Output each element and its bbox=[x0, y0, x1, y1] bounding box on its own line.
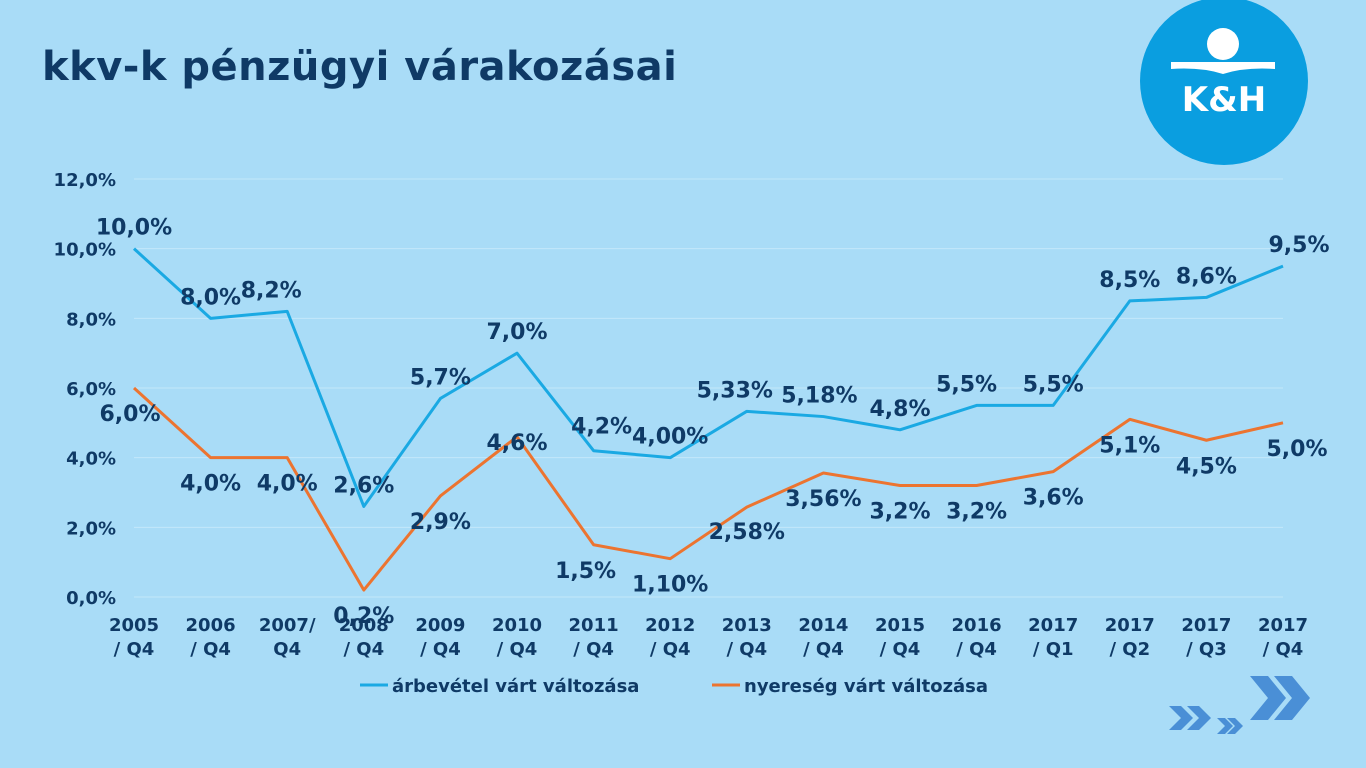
y-tick-label: 0,0% bbox=[66, 588, 116, 609]
data-label: 5,1% bbox=[1099, 433, 1160, 458]
data-label: 3,56% bbox=[785, 487, 861, 512]
data-label: 4,6% bbox=[486, 431, 547, 456]
data-label: 4,2% bbox=[571, 415, 632, 440]
x-tick-label: 2013/ Q4 bbox=[722, 615, 772, 660]
data-label: 4,0% bbox=[257, 472, 318, 497]
data-label: 9,5% bbox=[1268, 233, 1329, 258]
x-tick-label: 2005/ Q4 bbox=[109, 615, 159, 660]
data-label: 2,9% bbox=[410, 510, 471, 535]
x-tick-label: 2014/ Q4 bbox=[798, 615, 848, 660]
data-label: 5,33% bbox=[697, 378, 773, 403]
data-label: 8,2% bbox=[241, 278, 302, 303]
x-tick-label: 2011/ Q4 bbox=[569, 615, 619, 660]
data-label: 5,5% bbox=[936, 372, 997, 397]
x-tick-label: 2017/ Q2 bbox=[1105, 615, 1155, 660]
data-label: 2,58% bbox=[709, 520, 785, 545]
logo-text: K&H bbox=[1182, 80, 1266, 120]
data-label: 4,8% bbox=[869, 397, 930, 422]
x-tick-label: 2016/ Q4 bbox=[952, 615, 1002, 660]
x-tick-label: 2017/ Q3 bbox=[1181, 615, 1231, 660]
x-tick-label: 2015/ Q4 bbox=[875, 615, 925, 660]
data-label: 7,0% bbox=[486, 320, 547, 345]
logo-figure-shoulders bbox=[1171, 62, 1275, 74]
data-label: 2,6% bbox=[333, 473, 394, 498]
data-label: 5,0% bbox=[1266, 437, 1327, 462]
data-label: 5,5% bbox=[1023, 372, 1084, 397]
data-label: 5,7% bbox=[410, 365, 471, 390]
data-label: 4,0% bbox=[180, 472, 241, 497]
x-tick-label: 2017/ Q1 bbox=[1028, 615, 1078, 660]
data-label: 3,6% bbox=[1023, 486, 1084, 511]
data-label: 3,2% bbox=[869, 500, 930, 525]
legend-label: árbevétel várt változása bbox=[392, 676, 639, 697]
data-label: 8,6% bbox=[1176, 264, 1237, 289]
y-tick-label: 10,0% bbox=[54, 240, 116, 261]
legend: árbevétel várt változása nyereség várt vá… bbox=[360, 676, 988, 697]
logo-figure-head bbox=[1207, 28, 1239, 60]
grid-lines bbox=[134, 178, 1283, 598]
chevrons-small-icon bbox=[1169, 706, 1243, 734]
data-label: 10,0% bbox=[96, 216, 172, 241]
series-lines bbox=[132, 247, 1284, 592]
legend-label: nyereség várt változása bbox=[744, 676, 988, 697]
x-tick-label: 2012/ Q4 bbox=[645, 615, 695, 660]
data-label: 8,5% bbox=[1099, 268, 1160, 293]
data-labels: 10,0% 8,0% 8,2% 2,6% 5,7% 7,0% 4,2% 4,00% 5,33% 5… bbox=[96, 216, 1330, 629]
x-axis-ticks: 2005/ Q4 2006/ Q4 2007/Q4 2008/ Q4 2009/ Q4 2… bbox=[109, 615, 1308, 660]
data-label: 1,5% bbox=[555, 559, 616, 584]
y-tick-label: 4,0% bbox=[66, 449, 116, 470]
data-label: 4,00% bbox=[632, 425, 708, 450]
data-label: 8,0% bbox=[180, 285, 241, 310]
kh-logo: K&H bbox=[1140, 0, 1308, 165]
series-line-revenue bbox=[132, 247, 1284, 508]
y-tick-label: 6,0% bbox=[66, 379, 116, 400]
data-label: 3,2% bbox=[946, 500, 1007, 525]
data-label: 4,5% bbox=[1176, 454, 1237, 479]
x-tick-label: 2017/ Q4 bbox=[1258, 615, 1308, 660]
x-tick-label: 2009/ Q4 bbox=[415, 615, 465, 660]
y-tick-label: 2,0% bbox=[66, 518, 116, 539]
data-label: 5,18% bbox=[781, 384, 857, 409]
y-tick-label: 12,0% bbox=[54, 170, 116, 191]
data-label: 6,0% bbox=[99, 402, 160, 427]
x-tick-label: 2006/ Q4 bbox=[186, 615, 236, 660]
x-tick-label: 2008/ Q4 bbox=[339, 615, 389, 660]
slide-title: kkv-k pénzügyi várakozásai bbox=[42, 44, 678, 90]
y-axis-ticks: 0,0% 2,0% 4,0% 6,0% 8,0% 10,0% 12,0% bbox=[54, 170, 116, 609]
series-line-profit bbox=[132, 386, 1284, 592]
chevrons-large-icon bbox=[1250, 676, 1310, 720]
x-tick-label: 2010/ Q4 bbox=[492, 615, 542, 660]
y-tick-label: 8,0% bbox=[66, 309, 116, 330]
data-label: 1,10% bbox=[632, 573, 708, 598]
data-label: 0,2% bbox=[333, 604, 394, 629]
x-tick-label: 2007/Q4 bbox=[259, 615, 316, 660]
logo-circle bbox=[1140, 0, 1308, 165]
